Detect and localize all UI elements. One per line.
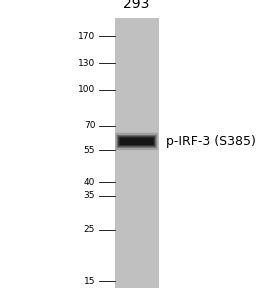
Text: 25: 25 [84, 225, 95, 234]
FancyBboxPatch shape [120, 138, 154, 145]
FancyBboxPatch shape [117, 135, 156, 148]
Text: p-IRF-3 (S385): p-IRF-3 (S385) [166, 135, 256, 148]
Bar [115, 18, 159, 288]
FancyBboxPatch shape [118, 136, 155, 146]
Text: 55: 55 [84, 146, 95, 154]
Text: 15: 15 [84, 277, 95, 286]
Text: 293: 293 [123, 0, 150, 11]
Text: 130: 130 [78, 59, 95, 68]
Text: 40: 40 [84, 178, 95, 187]
Text: 70: 70 [84, 121, 95, 130]
Text: 170: 170 [78, 32, 95, 41]
FancyBboxPatch shape [115, 133, 158, 150]
Text: 35: 35 [84, 191, 95, 200]
Text: 100: 100 [78, 85, 95, 94]
